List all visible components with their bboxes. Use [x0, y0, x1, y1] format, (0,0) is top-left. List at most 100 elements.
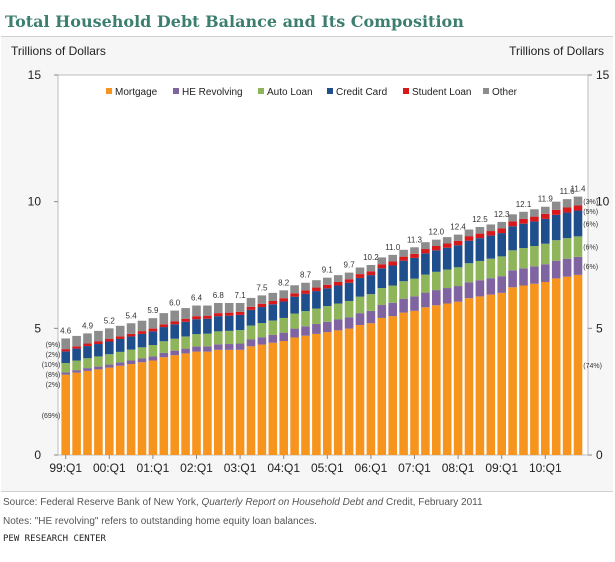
x-tick-label: 08:Q1	[442, 461, 475, 475]
source-prefix: Source: Federal Reserve Bank of New York…	[3, 497, 202, 508]
bar-segment-credit-card	[224, 315, 234, 331]
bar-segment-other	[432, 239, 441, 246]
bar-total-label: 7.1	[235, 291, 247, 300]
bar-stack	[137, 320, 147, 455]
bar-segment-student-loan	[453, 240, 463, 246]
bar-segment-mortgage	[486, 294, 496, 455]
bar-segment-other	[181, 308, 190, 319]
bar-stack	[508, 214, 517, 455]
bar-segment-auto-loan	[421, 274, 430, 293]
org-credit: PEW RESEARCH CENTER	[3, 534, 106, 544]
bar-segment-auto-loan	[551, 240, 561, 261]
bar-segment-credit-card	[508, 226, 517, 251]
bar-segment-auto-loan	[519, 248, 528, 269]
bar-stack	[181, 308, 190, 455]
bar-segment-mortgage	[399, 312, 408, 455]
bar-segment-other	[377, 257, 387, 265]
bar-total-label: 6.4	[191, 294, 203, 303]
bar-stack	[148, 318, 158, 455]
bar-segment-student-loan	[562, 207, 572, 213]
bar-segment-auto-loan	[181, 336, 190, 349]
bar-segment-student-loan	[257, 303, 267, 308]
bar-segment-student-loan	[203, 315, 212, 319]
bar-segment-other	[290, 285, 299, 294]
bar-segment-auto-loan	[377, 288, 387, 306]
bar-segment-credit-card	[519, 223, 528, 249]
bar-segment-student-loan	[224, 312, 234, 316]
share-label: (2%)	[46, 352, 61, 359]
bar-segment-credit-card	[181, 321, 190, 337]
legend: Mortgage HE Revolving Auto Loan Credit Card…	[106, 87, 518, 98]
bar-segment-other	[497, 221, 506, 229]
bar-segment-he-revolving	[312, 324, 321, 334]
x-tick-label: 00:Q1	[93, 461, 126, 475]
legend-entry-credit-card: Credit Card	[327, 87, 387, 98]
bar-segment-mortgage	[377, 317, 387, 455]
bar-segment-mortgage	[170, 355, 179, 455]
bar-stack	[486, 224, 496, 455]
bar-segment-he-revolving	[508, 270, 517, 288]
bar-segment-auto-loan	[333, 303, 343, 320]
y-tick-label: 0	[596, 448, 603, 462]
bar-segment-auto-loan	[148, 345, 158, 357]
bar-segment-auto-loan	[235, 330, 245, 344]
bar-segment-student-loan	[148, 328, 158, 332]
bar-total-label: 12.3	[494, 210, 510, 219]
bar-segment-auto-loan	[541, 243, 550, 265]
bar-segment-mortgage	[541, 281, 550, 455]
legend-entry-auto-loan: Auto Loan	[258, 87, 313, 98]
bar-segment-he-revolving	[421, 292, 430, 308]
legend-entry-mortgage: Mortgage	[106, 87, 158, 98]
y-tick-label: 5	[34, 321, 41, 335]
bar-segment-he-revolving	[323, 321, 332, 333]
bar-segment-mortgage	[148, 360, 158, 455]
bar-segment-he-revolving	[290, 328, 299, 338]
bar-segment-he-revolving	[442, 288, 452, 304]
bar-stack	[399, 249, 408, 455]
bar-segment-student-loan	[83, 343, 92, 347]
bar-segment-mortgage	[279, 341, 288, 455]
bar-segment-credit-card	[126, 336, 136, 350]
bar-segment-student-loan	[410, 253, 419, 258]
legend-entry-he-revolving: HE Revolving	[173, 87, 243, 98]
bar-segment-auto-loan	[442, 269, 452, 289]
bar-segment-other	[410, 247, 419, 254]
bar-segment-student-loan	[541, 213, 550, 219]
bar-total-label: 12.0	[429, 228, 445, 237]
source-note: Source: Federal Reserve Bank of New York…	[3, 497, 483, 508]
bar-segment-auto-loan	[355, 296, 365, 314]
bar-stack	[170, 310, 179, 455]
bar-segment-he-revolving	[246, 339, 256, 347]
bar-segment-credit-card	[388, 265, 397, 286]
bar-stack	[333, 275, 343, 455]
bar-segment-mortgage	[159, 357, 169, 455]
y-axis-label-right: Trillions of Dollars	[509, 44, 604, 58]
bar-segment-auto-loan	[475, 260, 485, 281]
bar-segment-mortgage	[301, 335, 310, 455]
legend-entry-student-loan: Student Loan	[403, 87, 472, 98]
bar-segment-other	[508, 214, 517, 222]
bar-segment-mortgage	[475, 296, 485, 455]
bar-segment-other	[72, 335, 81, 347]
bar-segment-credit-card	[170, 324, 179, 339]
bar-segment-other	[519, 211, 528, 219]
bar-segment-credit-card	[432, 250, 441, 272]
bar-segment-other	[203, 305, 212, 316]
bar-segment-student-loan	[399, 256, 408, 261]
bar-segment-credit-card	[61, 351, 70, 364]
bar-segment-credit-card	[377, 268, 387, 289]
share-label: (6%)	[583, 245, 598, 252]
bar-segment-student-loan	[126, 333, 136, 337]
chart-panel: Trillions of Dollars Trillions of Dollar…	[1, 36, 613, 492]
bar-segment-mortgage	[497, 292, 506, 455]
bar-segment-student-loan	[366, 271, 376, 276]
bar-segment-credit-card	[235, 314, 245, 331]
bar-total-label: 9.1	[322, 266, 334, 275]
bar-stack	[410, 247, 419, 455]
bar-segment-student-loan	[323, 284, 332, 289]
bar-segment-credit-card	[83, 346, 92, 359]
bar-segment-he-revolving	[366, 310, 376, 324]
bar-segment-he-revolving	[61, 372, 70, 375]
bar-total-label: 4.9	[82, 321, 94, 330]
x-tick-label: 10:Q1	[529, 461, 562, 475]
